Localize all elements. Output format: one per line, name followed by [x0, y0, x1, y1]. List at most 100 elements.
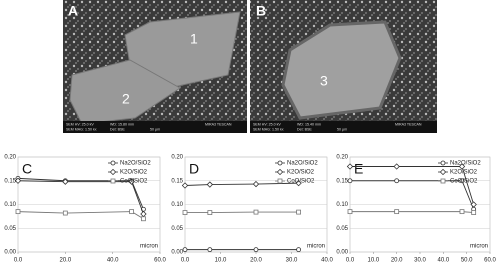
legend-marker — [111, 179, 115, 183]
legend-label: CoO/SiO2 — [287, 179, 315, 185]
info-text: SEM MAG: 1.50 kx — [66, 127, 97, 131]
y-tick-label: 0.10 — [4, 202, 16, 208]
x-tick-label: 50.0 — [461, 258, 473, 264]
marker — [141, 211, 146, 216]
legend-label: Na2O/SiO2 — [120, 161, 151, 167]
legend-label: K2O/SiO2 — [450, 170, 478, 176]
x-tick-label: 20.0 — [391, 258, 403, 264]
y-tick-label: 0.00 — [336, 250, 348, 256]
series-line — [350, 212, 474, 213]
marker — [394, 164, 399, 169]
marker — [253, 181, 258, 186]
legend-marker — [277, 169, 282, 174]
marker — [471, 202, 476, 207]
info-text: WD: 15.40 mm — [297, 122, 321, 126]
legend-marker — [110, 169, 115, 174]
x-axis-label: micron — [470, 244, 488, 250]
y-tick-label: 0.15 — [4, 178, 16, 184]
marker — [395, 210, 399, 214]
sem-image-a: A 1 2 SEM HV: 25.0 kV WD: 15.80 mm MIRA3… — [63, 0, 247, 133]
legend-marker — [441, 179, 445, 183]
x-axis-label: micron — [140, 244, 158, 250]
info-text: SEM MAG: 1.50 kx — [253, 127, 284, 131]
x-tick-label: 0.0 — [14, 258, 23, 264]
legend-label: Na2O/SiO2 — [450, 161, 481, 167]
legend-label: K2O/SiO2 — [120, 170, 148, 176]
info-text: MIRA3 TESCAN — [205, 122, 232, 126]
y-tick-label: 0.00 — [171, 250, 183, 256]
x-tick-label: 60.0 — [154, 258, 166, 264]
marker — [395, 179, 399, 183]
y-tick-label: 0.20 — [336, 155, 348, 161]
info-text: WD: 15.80 mm — [110, 122, 134, 126]
marker — [183, 211, 187, 215]
grain-label: 1 — [190, 31, 198, 47]
marker — [207, 182, 212, 187]
series-line — [18, 212, 143, 219]
y-tick-label: 0.05 — [336, 226, 348, 232]
x-tick-label: 30.0 — [414, 258, 426, 264]
legend-marker — [441, 161, 445, 165]
y-tick-label: 0.10 — [171, 202, 183, 208]
grain-label: 3 — [320, 73, 328, 89]
panel-letter: B — [256, 3, 266, 19]
series-line — [350, 181, 474, 210]
x-tick-label: 40.0 — [437, 258, 449, 264]
marker — [141, 217, 145, 221]
legend-label: CoO/SiO2 — [120, 179, 148, 185]
legend-label: K2O/SiO2 — [287, 170, 315, 176]
marker — [348, 179, 352, 183]
marker — [254, 248, 258, 252]
legend-marker — [278, 161, 282, 165]
info-text: Det: BSE — [110, 127, 125, 131]
marker — [63, 211, 67, 215]
panel-letter: E — [354, 161, 363, 177]
x-tick-label: 30.0 — [286, 258, 298, 264]
y-tick-label: 0.20 — [171, 155, 183, 161]
marker — [348, 210, 352, 214]
info-text: 50 µm — [150, 127, 160, 131]
marker — [183, 248, 187, 252]
y-tick-label: 0.15 — [336, 178, 348, 184]
info-text: SEM HV: 25.0 kV — [253, 122, 281, 126]
y-tick-label: 0.00 — [4, 250, 16, 256]
marker — [208, 248, 212, 252]
panel-letter: A — [68, 3, 78, 19]
y-tick-label: 0.15 — [171, 178, 183, 184]
x-tick-label: 20.0 — [59, 258, 71, 264]
legend-marker — [111, 161, 115, 165]
y-tick-label: 0.10 — [336, 202, 348, 208]
info-text: 50 µm — [337, 127, 347, 131]
marker — [297, 210, 301, 214]
legend-label: CoO/SiO2 — [450, 179, 478, 185]
x-axis-label: micron — [307, 244, 325, 250]
series-line — [185, 183, 299, 185]
marker — [182, 183, 187, 188]
sem-image-b: B 3 SEM HV: 25.0 kV WD: 15.40 mm MIRA3 T… — [250, 0, 437, 133]
legend-marker — [440, 169, 445, 174]
x-tick-label: 40.0 — [321, 258, 333, 264]
x-tick-label: 0.0 — [346, 258, 355, 264]
panel-letter: C — [22, 161, 32, 177]
marker — [297, 248, 301, 252]
grain-label: 2 — [122, 91, 130, 107]
y-tick-label: 0.05 — [171, 226, 183, 232]
marker — [130, 210, 134, 214]
x-tick-label: 10.0 — [367, 258, 379, 264]
panel-letter: D — [189, 161, 199, 177]
x-tick-label: 60.0 — [484, 258, 496, 264]
info-text: Det: BSE — [297, 127, 312, 131]
x-tick-label: 20.0 — [250, 258, 262, 264]
series-line — [18, 181, 143, 214]
marker — [208, 211, 212, 215]
x-tick-label: 40.0 — [107, 258, 119, 264]
x-tick-label: 10.0 — [215, 258, 227, 264]
marker — [347, 164, 352, 169]
marker — [460, 210, 464, 214]
y-tick-label: 0.20 — [4, 155, 16, 161]
marker — [472, 211, 476, 215]
x-tick-label: 0.0 — [181, 258, 190, 264]
y-tick-label: 0.05 — [4, 226, 16, 232]
info-text: SEM HV: 25.0 kV — [66, 122, 94, 126]
